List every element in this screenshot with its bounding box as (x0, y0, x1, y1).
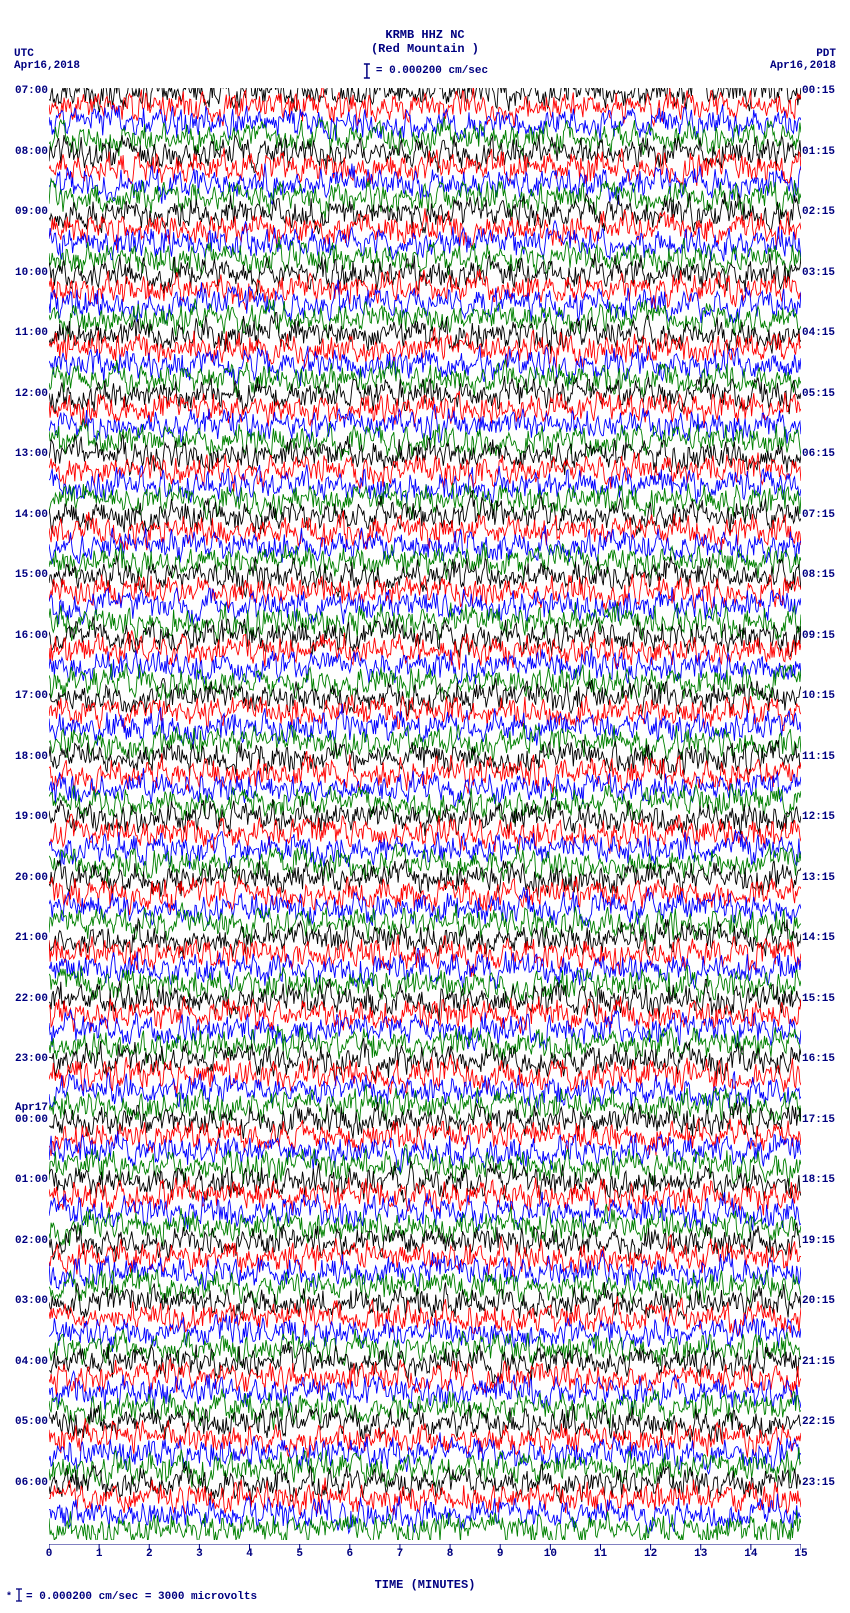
left-hour-label: 04:00 (15, 1357, 48, 1368)
header: KRMB HHZ NC (Red Mountain ) (0, 0, 850, 56)
x-tick-label: 5 (296, 1548, 303, 1560)
left-hour-label: 18:00 (15, 752, 48, 763)
right-hour-label: 18:15 (802, 1175, 835, 1186)
x-tick-label: 6 (346, 1548, 353, 1560)
x-tick-label: 14 (744, 1548, 757, 1560)
utc-date: Apr16,2018 (14, 60, 80, 72)
footer-scale-text: = 0.000200 cm/sec = 3000 microvolts (26, 1591, 257, 1603)
right-hour-label: 20:15 (802, 1296, 835, 1307)
utc-label: UTC (14, 48, 34, 60)
right-hour-label: 16:15 (802, 1054, 835, 1065)
right-hour-label: 12:15 (802, 812, 835, 823)
left-hour-label: 12:00 (15, 389, 48, 400)
helicorder-chart (49, 88, 801, 1540)
left-hour-label: 11:00 (15, 328, 48, 339)
pdt-label: PDT (816, 48, 836, 60)
plot-area (49, 88, 801, 1540)
x-tick-label: 3 (196, 1548, 203, 1560)
left-hour-label: 20:00 (15, 873, 48, 884)
x-tick-label: 13 (694, 1548, 707, 1560)
right-hour-label: 00:15 (802, 86, 835, 97)
left-hour-label: 10:00 (15, 268, 48, 279)
right-hour-label: 01:15 (802, 147, 835, 158)
right-hour-label: 15:15 (802, 994, 835, 1005)
right-hour-label: 03:15 (802, 268, 835, 279)
x-tick-label: 4 (246, 1548, 253, 1560)
footer-asterisk: * (6, 1592, 12, 1603)
left-hour-label: 14:00 (15, 510, 48, 521)
x-tick-label: 0 (46, 1548, 53, 1560)
pdt-date: Apr16,2018 (770, 60, 836, 72)
scale-bar-icon-small (15, 1587, 23, 1607)
right-hour-label: 07:15 (802, 510, 835, 521)
x-tick-label: 7 (397, 1548, 404, 1560)
right-hour-label: 05:15 (802, 389, 835, 400)
seismogram-container: KRMB HHZ NC (Red Mountain ) UTC Apr16,20… (0, 0, 850, 1613)
left-hour-label: 02:00 (15, 1236, 48, 1247)
right-hour-label: 08:15 (802, 570, 835, 581)
x-axis-ticks (49, 1544, 801, 1558)
x-tick-label: 11 (594, 1548, 607, 1560)
left-hour-label: 09:00 (15, 207, 48, 218)
right-hour-label: 04:15 (802, 328, 835, 339)
right-hour-label: 13:15 (802, 873, 835, 884)
station-location: (Red Mountain ) (0, 42, 850, 56)
scale-bar: = 0.000200 cm/sec (362, 62, 488, 80)
x-tick-label: 8 (447, 1548, 454, 1560)
x-tick-label: 9 (497, 1548, 504, 1560)
x-tick-label: 12 (644, 1548, 657, 1560)
left-midnight-date: Apr17 (15, 1103, 48, 1114)
right-hour-label: 02:15 (802, 207, 835, 218)
x-tick-label: 1 (96, 1548, 103, 1560)
right-hour-label: 10:15 (802, 691, 835, 702)
right-hour-label: 22:15 (802, 1417, 835, 1428)
left-hour-label: 08:00 (15, 147, 48, 158)
left-hour-label: 13:00 (15, 449, 48, 460)
left-hour-label: 06:00 (15, 1478, 48, 1489)
x-tick-label: 2 (146, 1548, 153, 1560)
right-hour-label: 11:15 (802, 752, 835, 763)
x-axis: TIME (MINUTES) 0123456789101112131415 (49, 1544, 801, 1584)
x-tick-label: 15 (794, 1548, 807, 1560)
right-hour-label: 09:15 (802, 631, 835, 642)
right-hour-label: 21:15 (802, 1357, 835, 1368)
left-hour-label: 15:00 (15, 570, 48, 581)
left-hour-label: 22:00 (15, 994, 48, 1005)
left-hour-label: 21:00 (15, 933, 48, 944)
left-hour-label: 05:00 (15, 1417, 48, 1428)
right-hour-label: 14:15 (802, 933, 835, 944)
right-hour-label: 06:15 (802, 449, 835, 460)
left-hour-label: 17:00 (15, 691, 48, 702)
left-hour-label: 01:00 (15, 1175, 48, 1186)
right-hour-label: 23:15 (802, 1478, 835, 1489)
right-hour-label: 17:15 (802, 1115, 835, 1126)
left-hour-label: 23:00 (15, 1054, 48, 1065)
left-hour-label: 19:00 (15, 812, 48, 823)
station-code: KRMB HHZ NC (0, 28, 850, 42)
left-hour-label: 00:00 (15, 1115, 48, 1126)
footer-scale: * = 0.000200 cm/sec = 3000 microvolts (6, 1587, 257, 1607)
left-hour-label: 07:00 (15, 86, 48, 97)
right-hour-label: 19:15 (802, 1236, 835, 1247)
x-tick-label: 10 (544, 1548, 557, 1560)
left-hour-label: 03:00 (15, 1296, 48, 1307)
left-hour-label: 16:00 (15, 631, 48, 642)
scale-bar-text: = 0.000200 cm/sec (376, 65, 488, 77)
scale-bar-icon (362, 62, 372, 80)
